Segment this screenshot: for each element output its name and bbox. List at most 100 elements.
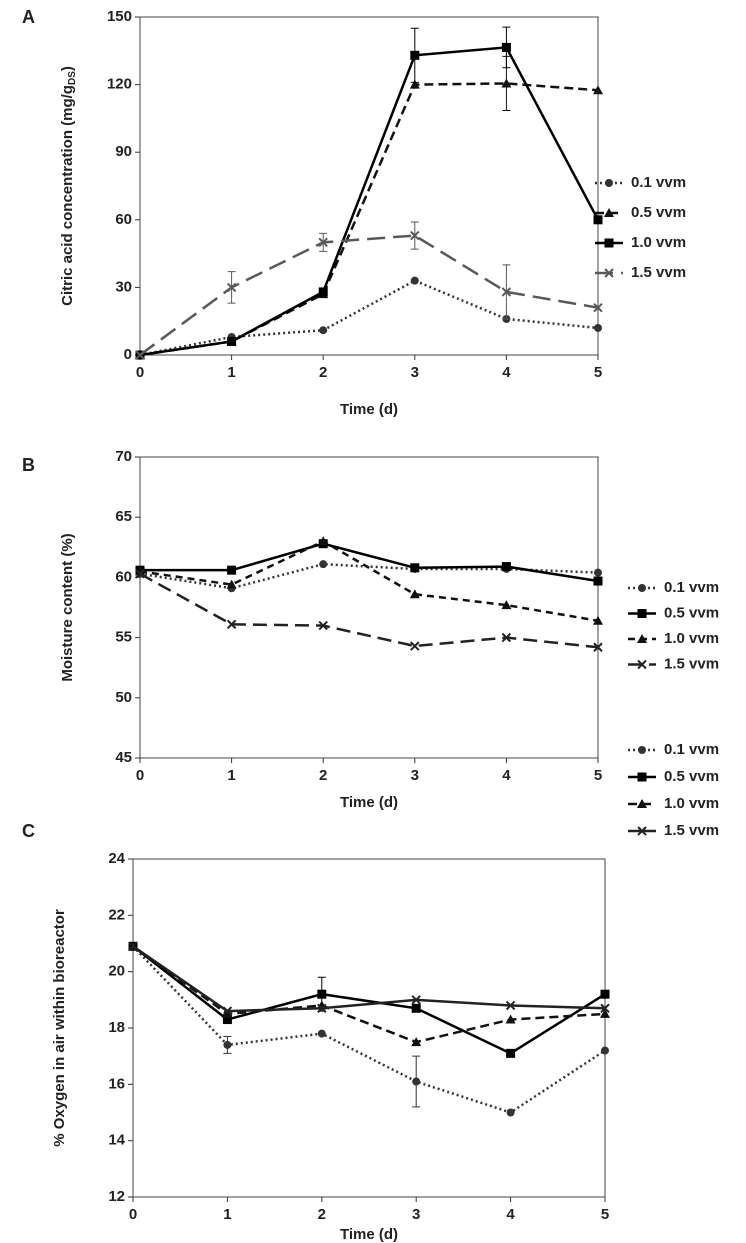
legend-marker [604, 238, 614, 248]
legend-marker [637, 659, 647, 670]
series-line [139, 539, 599, 622]
marker [410, 50, 420, 60]
marker [135, 350, 145, 360]
y-tick-label: 20 [108, 963, 125, 980]
y-tick-label: 55 [115, 629, 132, 646]
legend-marker [604, 208, 614, 217]
panel-label: B [22, 455, 35, 475]
panel-label: A [22, 7, 35, 27]
y-axis-label-part: ) [59, 66, 76, 71]
marker [319, 560, 328, 569]
y-tick-label: 90 [115, 143, 132, 160]
series-line [140, 542, 599, 583]
marker [593, 302, 603, 313]
legend-label: 1.0 vvm [664, 795, 719, 812]
y-tick-label: 0 [124, 346, 132, 363]
y-tick-label: 18 [108, 1019, 125, 1036]
legend-label: 0.5 vvm [664, 768, 719, 785]
marker [412, 1077, 421, 1086]
y-tick-label: 24 [108, 850, 125, 867]
legend-label: 1.0 vvm [631, 234, 686, 251]
plot-frame [139, 456, 599, 759]
series-line [132, 945, 606, 1013]
y-tick-label: 16 [108, 1075, 125, 1092]
marker [409, 589, 420, 599]
marker [222, 1006, 233, 1016]
marker [223, 1040, 232, 1049]
marker [506, 1048, 516, 1058]
marker [409, 79, 420, 89]
y-tick-label: 150 [107, 8, 132, 25]
series-line [139, 46, 600, 357]
marker [318, 237, 328, 248]
x-tick-label: 5 [594, 364, 602, 381]
marker [317, 989, 327, 999]
marker [600, 1008, 610, 1018]
panel-label: C [22, 821, 35, 841]
marker [505, 1000, 516, 1011]
marker [318, 536, 329, 546]
marker [319, 326, 328, 335]
marker [410, 230, 420, 241]
y-tick-label: 65 [115, 508, 132, 525]
marker [318, 620, 328, 631]
plot-frame [139, 16, 599, 356]
x-tick-label: 5 [594, 767, 602, 784]
x-tick-label: 3 [411, 767, 419, 784]
marker [411, 1037, 422, 1047]
marker [226, 579, 237, 589]
marker [410, 563, 420, 573]
legend-label: 0.5 vvm [631, 204, 686, 221]
x-tick-label: 1 [227, 364, 235, 381]
legend-marker [638, 746, 646, 754]
marker [501, 632, 512, 643]
y-axis-label: Moisture content (%) [59, 533, 76, 681]
legend-marker [637, 826, 647, 836]
y-axis-label-part: % Oxygen in air within bioreactor [51, 909, 68, 1147]
legend-label: 0.5 vvm [664, 604, 719, 621]
marker [501, 42, 511, 52]
marker [505, 1014, 516, 1024]
x-tick-label: 2 [319, 364, 327, 381]
marker [317, 1003, 327, 1013]
marker [135, 569, 145, 579]
x-axis-label: Time (d) [340, 1226, 398, 1243]
marker [601, 1046, 609, 1055]
marker [222, 1015, 232, 1025]
marker [411, 995, 421, 1005]
series-line [132, 945, 606, 1114]
x-tick-label: 0 [136, 364, 144, 381]
marker [593, 576, 603, 586]
legend-marker [637, 772, 647, 782]
x-tick-label: 5 [601, 1206, 609, 1223]
legend-marker [638, 584, 646, 592]
marker [501, 562, 511, 572]
legend-label: 1.5 vvm [631, 264, 686, 281]
x-tick-label: 4 [502, 364, 511, 381]
marker [222, 1008, 233, 1018]
series-line [132, 945, 606, 1055]
legend-label: 0.1 vvm [664, 741, 719, 758]
legend-label: 0.1 vvm [664, 579, 719, 596]
x-axis-label: Time (d) [340, 401, 398, 418]
marker [600, 1003, 610, 1013]
y-axis-label-part: Moisture content (%) [59, 533, 76, 681]
legend-label: 0.1 vvm [631, 174, 686, 191]
marker [128, 941, 138, 952]
marker [410, 276, 419, 285]
y-tick-label: 12 [108, 1188, 125, 1205]
x-tick-label: 0 [129, 1206, 137, 1223]
marker [318, 287, 328, 297]
marker [593, 215, 603, 225]
y-axis-label-part: Citric acid concentration (mg/g [59, 85, 76, 306]
marker [410, 641, 420, 651]
y-tick-label: 70 [115, 448, 132, 465]
legend-label: 1.5 vvm [664, 822, 719, 839]
x-tick-label: 4 [502, 767, 511, 784]
y-axis-label-part: DS [67, 71, 78, 85]
legend-label: 1.5 vvm [664, 655, 719, 672]
y-tick-label: 50 [115, 689, 132, 706]
y-tick-label: 30 [115, 278, 132, 295]
series-line [139, 82, 599, 357]
